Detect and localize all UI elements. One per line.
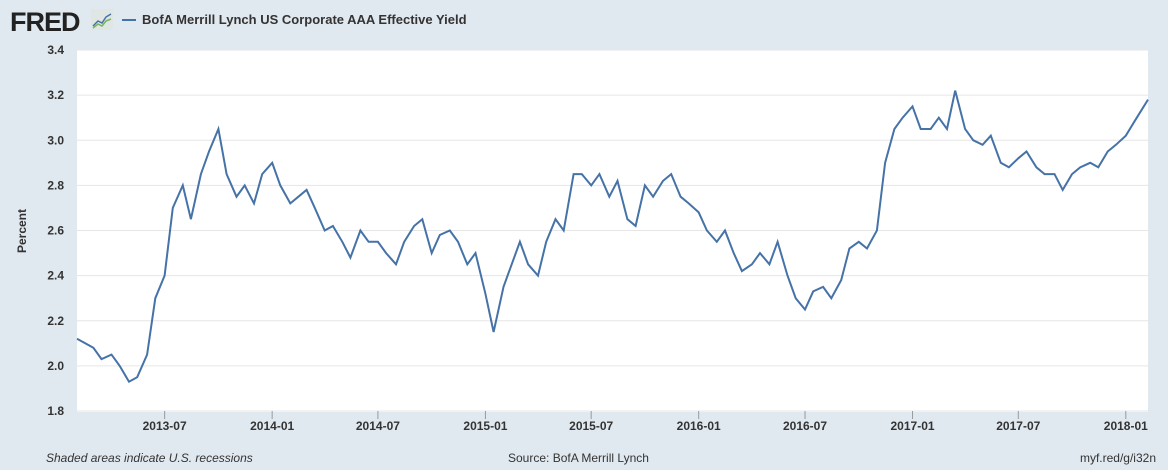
x-tick-label: 2017-07 bbox=[996, 419, 1040, 433]
recession-note: Shaded areas indicate U.S. recessions bbox=[46, 451, 253, 465]
y-tick-label: 3.4 bbox=[47, 43, 64, 57]
x-tick-label: 2014-07 bbox=[356, 419, 400, 433]
y-tick-label: 2.8 bbox=[47, 178, 64, 192]
y-tick-label: 1.8 bbox=[47, 404, 64, 418]
y-tick-label: 3.2 bbox=[47, 88, 64, 102]
legend-swatch bbox=[122, 18, 136, 21]
x-tick-label: 2016-07 bbox=[783, 419, 827, 433]
x-tick-label: 2017-01 bbox=[891, 419, 935, 433]
y-tick-label: 3.0 bbox=[47, 133, 64, 147]
line-graph-icon bbox=[91, 9, 113, 30]
legend-label: BofA Merrill Lynch US Corporate AAA Effe… bbox=[142, 12, 467, 27]
x-tick-label: 2018-01 bbox=[1104, 419, 1148, 433]
x-tick-label: 2015-01 bbox=[463, 419, 507, 433]
x-tick-label: 2015-07 bbox=[569, 419, 613, 433]
series-line bbox=[76, 90, 1149, 384]
y-tick-label: 2.2 bbox=[47, 314, 64, 328]
legend-item[interactable]: BofA Merrill Lynch US Corporate AAA Effe… bbox=[122, 12, 467, 27]
x-tick-label: 2013-07 bbox=[143, 419, 187, 433]
source-text: Source: BofA Merrill Lynch bbox=[508, 451, 649, 465]
y-tick-label: 2.0 bbox=[47, 359, 64, 373]
short-link[interactable]: myf.red/g/i32n bbox=[1079, 451, 1156, 465]
x-tick-label: 2014-01 bbox=[250, 419, 294, 433]
fred-logo[interactable]: FRED bbox=[10, 7, 80, 37]
y-axis-label: Percent bbox=[15, 209, 29, 253]
y-tick-label: 2.6 bbox=[47, 224, 64, 238]
x-tick-label: 2016-01 bbox=[677, 419, 721, 433]
y-tick-label: 2.4 bbox=[47, 269, 64, 283]
